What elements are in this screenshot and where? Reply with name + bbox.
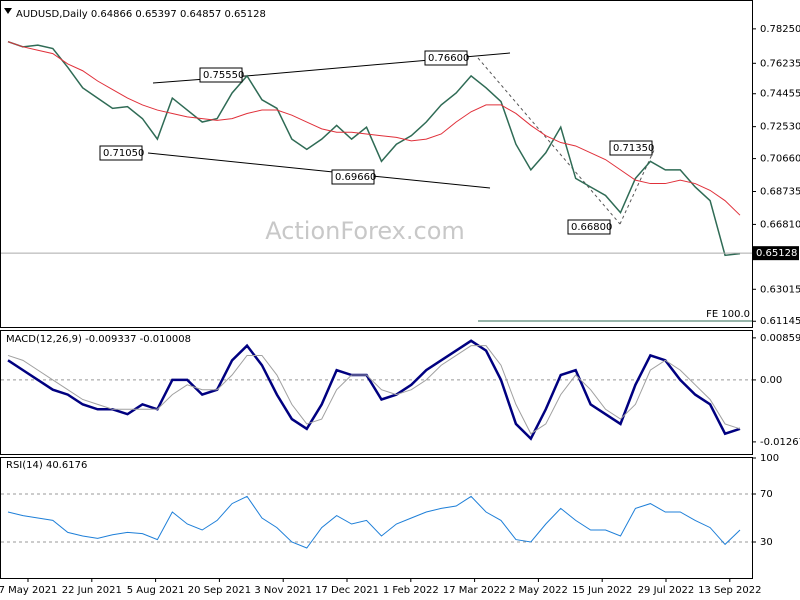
fe-label: FE 100.0 bbox=[706, 309, 750, 320]
y-tick-label: 0.74455 bbox=[760, 89, 800, 100]
y-tick-label: -0.01267 bbox=[760, 437, 800, 448]
x-tick-label: 22 Jun 2021 bbox=[62, 585, 122, 596]
annotation-box bbox=[331, 169, 375, 185]
series-line bbox=[7, 40, 741, 257]
annotation: 0.76600 bbox=[428, 53, 469, 64]
projection-line bbox=[619, 147, 656, 225]
y-tick-label: 0.66810 bbox=[760, 219, 800, 230]
trendline bbox=[257, 52, 511, 76]
y-tick-label: 0.00 bbox=[760, 375, 782, 386]
menu-arrow bbox=[4, 8, 12, 14]
annotation: 0.71050 bbox=[103, 148, 144, 159]
annotation-box bbox=[199, 67, 243, 83]
watermark: ActionForex.com bbox=[265, 217, 465, 245]
series-line bbox=[7, 339, 741, 441]
x-tick-label: 29 Jul 2022 bbox=[638, 585, 695, 596]
annotation: 0.66800 bbox=[571, 222, 612, 233]
annotation: 0.75550 bbox=[203, 70, 244, 81]
y-tick-label: 70 bbox=[760, 489, 773, 500]
y-tick-label: 0.78250 bbox=[760, 24, 800, 35]
annotation-box bbox=[609, 140, 653, 156]
x-tick-label: 2 May 2022 bbox=[509, 585, 568, 596]
y-tick-label: 30 bbox=[760, 537, 773, 548]
x-tick-label: 15 Jun 2022 bbox=[572, 585, 632, 596]
y-tick-label: 0.63015 bbox=[760, 284, 800, 295]
projection-line bbox=[477, 57, 621, 225]
x-tick-label: 5 Aug 2021 bbox=[127, 585, 185, 596]
y-tick-label: 0.61145 bbox=[760, 316, 800, 327]
panel-title: AUDUSD,Daily 0.64866 0.65397 0.64857 0.6… bbox=[16, 9, 266, 20]
series-line bbox=[7, 495, 741, 549]
annotation-box bbox=[99, 145, 143, 161]
annotation: 0.71350 bbox=[613, 143, 654, 154]
y-tick-label: 0.76235 bbox=[760, 58, 800, 69]
annotation: 0.69660 bbox=[335, 172, 376, 183]
last-price-tag bbox=[752, 246, 799, 261]
x-tick-label: 7 May 2021 bbox=[0, 585, 57, 596]
series-line bbox=[7, 41, 741, 216]
rsi-panel bbox=[0, 457, 753, 579]
y-tick-label: 0.008596 bbox=[760, 333, 800, 344]
annotation-box bbox=[424, 50, 468, 66]
series-line bbox=[7, 345, 741, 435]
x-tick-label: 20 Sep 2021 bbox=[188, 585, 251, 596]
panel-title: RSI(14) 40.6176 bbox=[6, 460, 87, 471]
x-tick-label: 13 Sep 2022 bbox=[698, 585, 761, 596]
x-tick-label: 3 Nov 2021 bbox=[254, 585, 312, 596]
x-tick-label: 17 Mar 2022 bbox=[443, 585, 506, 596]
x-tick-label: 17 Dec 2021 bbox=[315, 585, 379, 596]
macd-panel bbox=[0, 330, 753, 455]
trendline bbox=[147, 152, 491, 189]
annotation-box bbox=[567, 219, 611, 235]
last-price-label: 0.65128 bbox=[756, 248, 797, 259]
y-tick-label: 0.72530 bbox=[760, 122, 800, 133]
panel-title: MACD(12,26,9) -0.009337 -0.010008 bbox=[6, 334, 191, 345]
y-tick-label: 100 bbox=[760, 453, 779, 464]
y-tick-label: 0.70660 bbox=[760, 154, 800, 165]
x-tick-label: 1 Feb 2022 bbox=[383, 585, 439, 596]
y-tick-label: 0.68735 bbox=[760, 187, 800, 198]
price-panel bbox=[0, 0, 753, 328]
